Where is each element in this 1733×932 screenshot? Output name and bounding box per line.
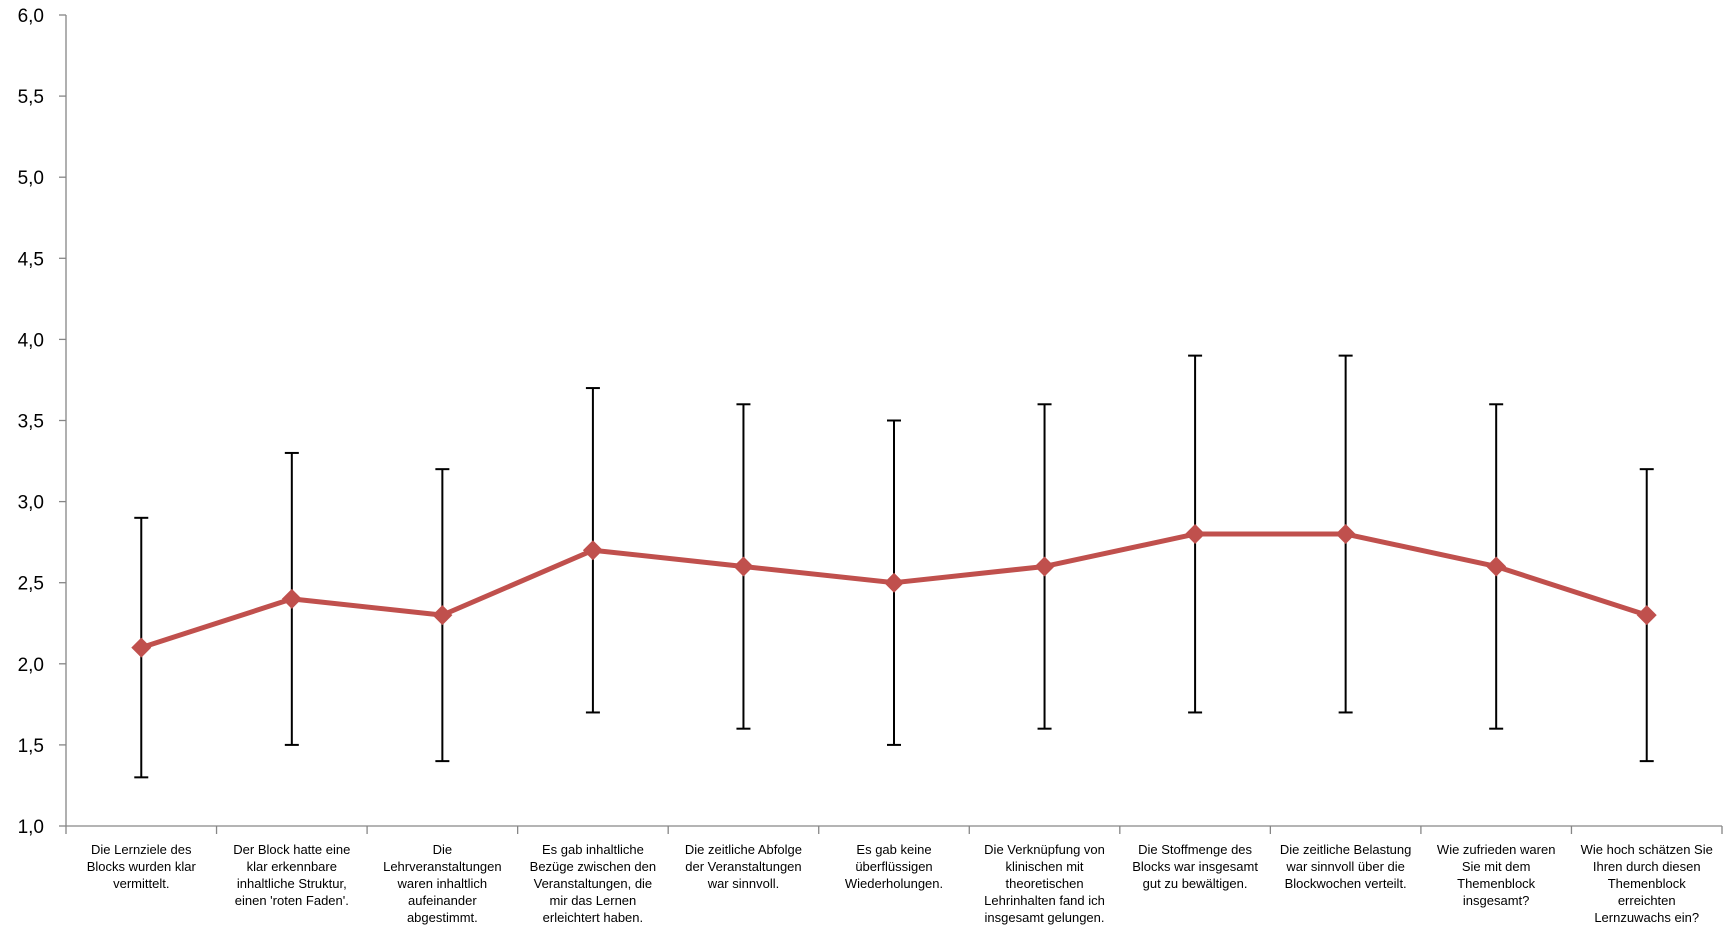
data-point (432, 605, 453, 626)
category-label: Es gab inhaltliche Bezüge zwischen den V… (529, 842, 657, 925)
y-tick-label: 6,0 (18, 6, 44, 27)
data-point (281, 588, 302, 609)
category-label: Wie zufrieden waren Sie mit dem Themenbl… (1436, 842, 1556, 908)
y-tick-label: 4,0 (18, 330, 44, 351)
x-axis-ticks (65, 826, 1723, 834)
y-tick-label: 2,5 (18, 574, 44, 595)
category-label: Die zeitliche Belastung war sinnvoll übe… (1279, 842, 1412, 891)
category-label: Der Block hatte eine klar erkennbare inh… (233, 842, 351, 908)
category-label: Die Stoffmenge des Blocks war insgesamt … (1132, 842, 1258, 891)
y-tick-label: 5,0 (18, 168, 44, 189)
data-markers (131, 524, 1657, 658)
y-tick-label: 4,5 (18, 249, 44, 270)
y-tick-label: 3,5 (18, 412, 44, 433)
data-point (1335, 524, 1356, 545)
data-point (1636, 605, 1657, 626)
y-tick-label: 1,0 (18, 817, 44, 838)
data-point (1185, 524, 1206, 545)
category-label: Die zeitliche Abfolge der Veranstaltunge… (684, 842, 802, 891)
category-label: Die Verknüpfung von klinischen mit theor… (984, 842, 1105, 925)
y-axis-ticks: 1,0 1,5 2,0 2,5 3,0 3,5 4,0 4,5 5,0 5,5 6,0 (18, 6, 66, 838)
category-label: Die Lernziele des Blocks wurden klar ver… (86, 842, 196, 891)
y-tick-label: 3,0 (18, 493, 44, 514)
data-point (1034, 556, 1055, 577)
y-tick-label: 5,5 (18, 87, 44, 108)
category-label: Die Lehrveranstaltungen waren inhaltlich… (383, 842, 502, 925)
error-bars (134, 354, 1654, 779)
category-label: Wie hoch schätzen Sie Ihren durch diesen… (1580, 842, 1713, 925)
data-point (1486, 556, 1507, 577)
data-point (733, 556, 754, 577)
category-label: Es gab keine überflüssigen Wiederholunge… (844, 842, 944, 891)
y-tick-label: 1,5 (18, 736, 44, 757)
data-point (582, 540, 603, 561)
data-point (131, 637, 152, 658)
y-tick-label: 2,0 (18, 655, 44, 676)
data-point (884, 572, 904, 593)
